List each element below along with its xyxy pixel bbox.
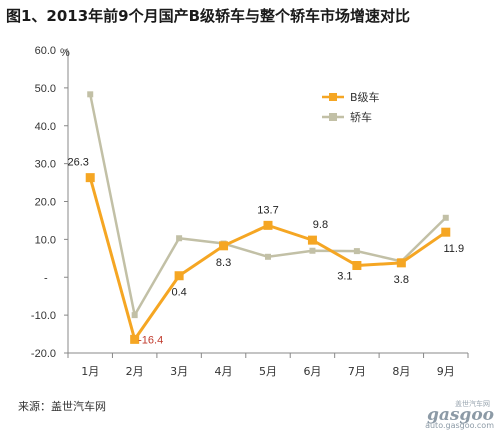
marker-sedan (131, 312, 138, 319)
data-label: 0.4 (171, 287, 186, 299)
marker-b-class (85, 173, 95, 183)
data-label: 13.7 (257, 204, 278, 216)
legend-label: B级车 (350, 90, 380, 104)
source-note: 来源：盖世汽车网 (18, 400, 106, 413)
watermark-url: auto.gasgoo.com (425, 421, 494, 430)
marker-sedan (442, 214, 449, 221)
marker-sedan (87, 91, 94, 98)
y-tick-label: 60.0 (35, 45, 56, 57)
marker-b-class (174, 271, 184, 281)
data-label: 8.3 (216, 257, 231, 269)
y-tick-label: 10.0 (35, 234, 56, 246)
x-tick-label: 1月 (81, 365, 99, 378)
marker-b-class (130, 334, 140, 344)
data-label: 3.8 (394, 274, 409, 286)
x-tick-label: 5月 (259, 365, 277, 378)
watermark-logo-text: gasgoo (426, 405, 494, 425)
x-tick-label: 7月 (348, 365, 366, 378)
legend-swatch-marker (329, 93, 337, 101)
watermark-top-text: 盖世汽车网 (455, 400, 490, 408)
marker-b-class (263, 220, 273, 230)
marker-b-class (307, 235, 317, 245)
y-tick-label: 30.0 (35, 159, 56, 171)
legend-swatch-marker (329, 113, 337, 121)
chart-title: 图1、2013年前9个月国产B级轿车与整个轿车市场增速对比 (6, 7, 411, 25)
y-tick-label: 50.0 (35, 83, 56, 95)
marker-b-class (441, 227, 451, 237)
y-tick-label: - (44, 272, 48, 284)
data-labels: 26.3 -16.4 0.4 8.3 13.7 9.8 3.1 3.8 11.9 (68, 157, 465, 347)
marker-b-class (219, 241, 229, 251)
x-tick-label: 9月 (437, 365, 455, 378)
marker-sedan (353, 248, 360, 255)
x-tick-label: 3月 (170, 365, 188, 378)
data-label: -16.4 (138, 334, 163, 346)
axes: 60.0 50.0 40.0 30.0 20.0 10.0 - -10.0 -20.0% 1月 2月… (31, 45, 469, 378)
y-tick-label: 20.0 (35, 197, 56, 209)
data-label: 11.9 (443, 243, 464, 255)
y-tick-label: -20.0 (31, 348, 56, 360)
marker-sedan (176, 235, 183, 242)
x-tick-label: 6月 (303, 365, 321, 378)
watermark-logo: 盖世汽车网 gasgoo auto.gasgoo.com (404, 399, 494, 430)
y-tick-label: -10.0 (31, 310, 56, 322)
legend-label: 轿车 (350, 110, 372, 124)
x-tick-label: 2月 (126, 365, 144, 378)
y-tick-label: 40.0 (35, 121, 56, 133)
x-tick-label: 4月 (215, 365, 233, 378)
marker-sedan (265, 253, 271, 260)
x-tick-label: 8月 (392, 365, 410, 378)
y-unit-label: % (60, 47, 70, 59)
marker-b-class (396, 258, 406, 268)
data-label: 26.3 (68, 157, 89, 169)
marker-sedan (309, 247, 316, 254)
data-label: 3.1 (337, 271, 352, 283)
data-label: 9.8 (313, 219, 328, 231)
series-layer (85, 91, 451, 344)
marker-b-class (352, 261, 362, 271)
